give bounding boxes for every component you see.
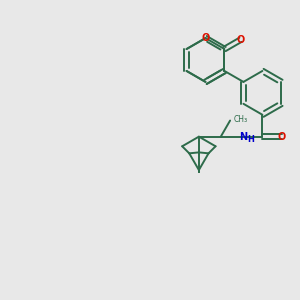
Text: CH₃: CH₃ [234, 115, 248, 124]
Text: O: O [236, 35, 245, 45]
Text: O: O [201, 33, 210, 43]
Text: H: H [247, 134, 254, 143]
Text: O: O [278, 132, 286, 142]
Text: N: N [239, 132, 248, 142]
